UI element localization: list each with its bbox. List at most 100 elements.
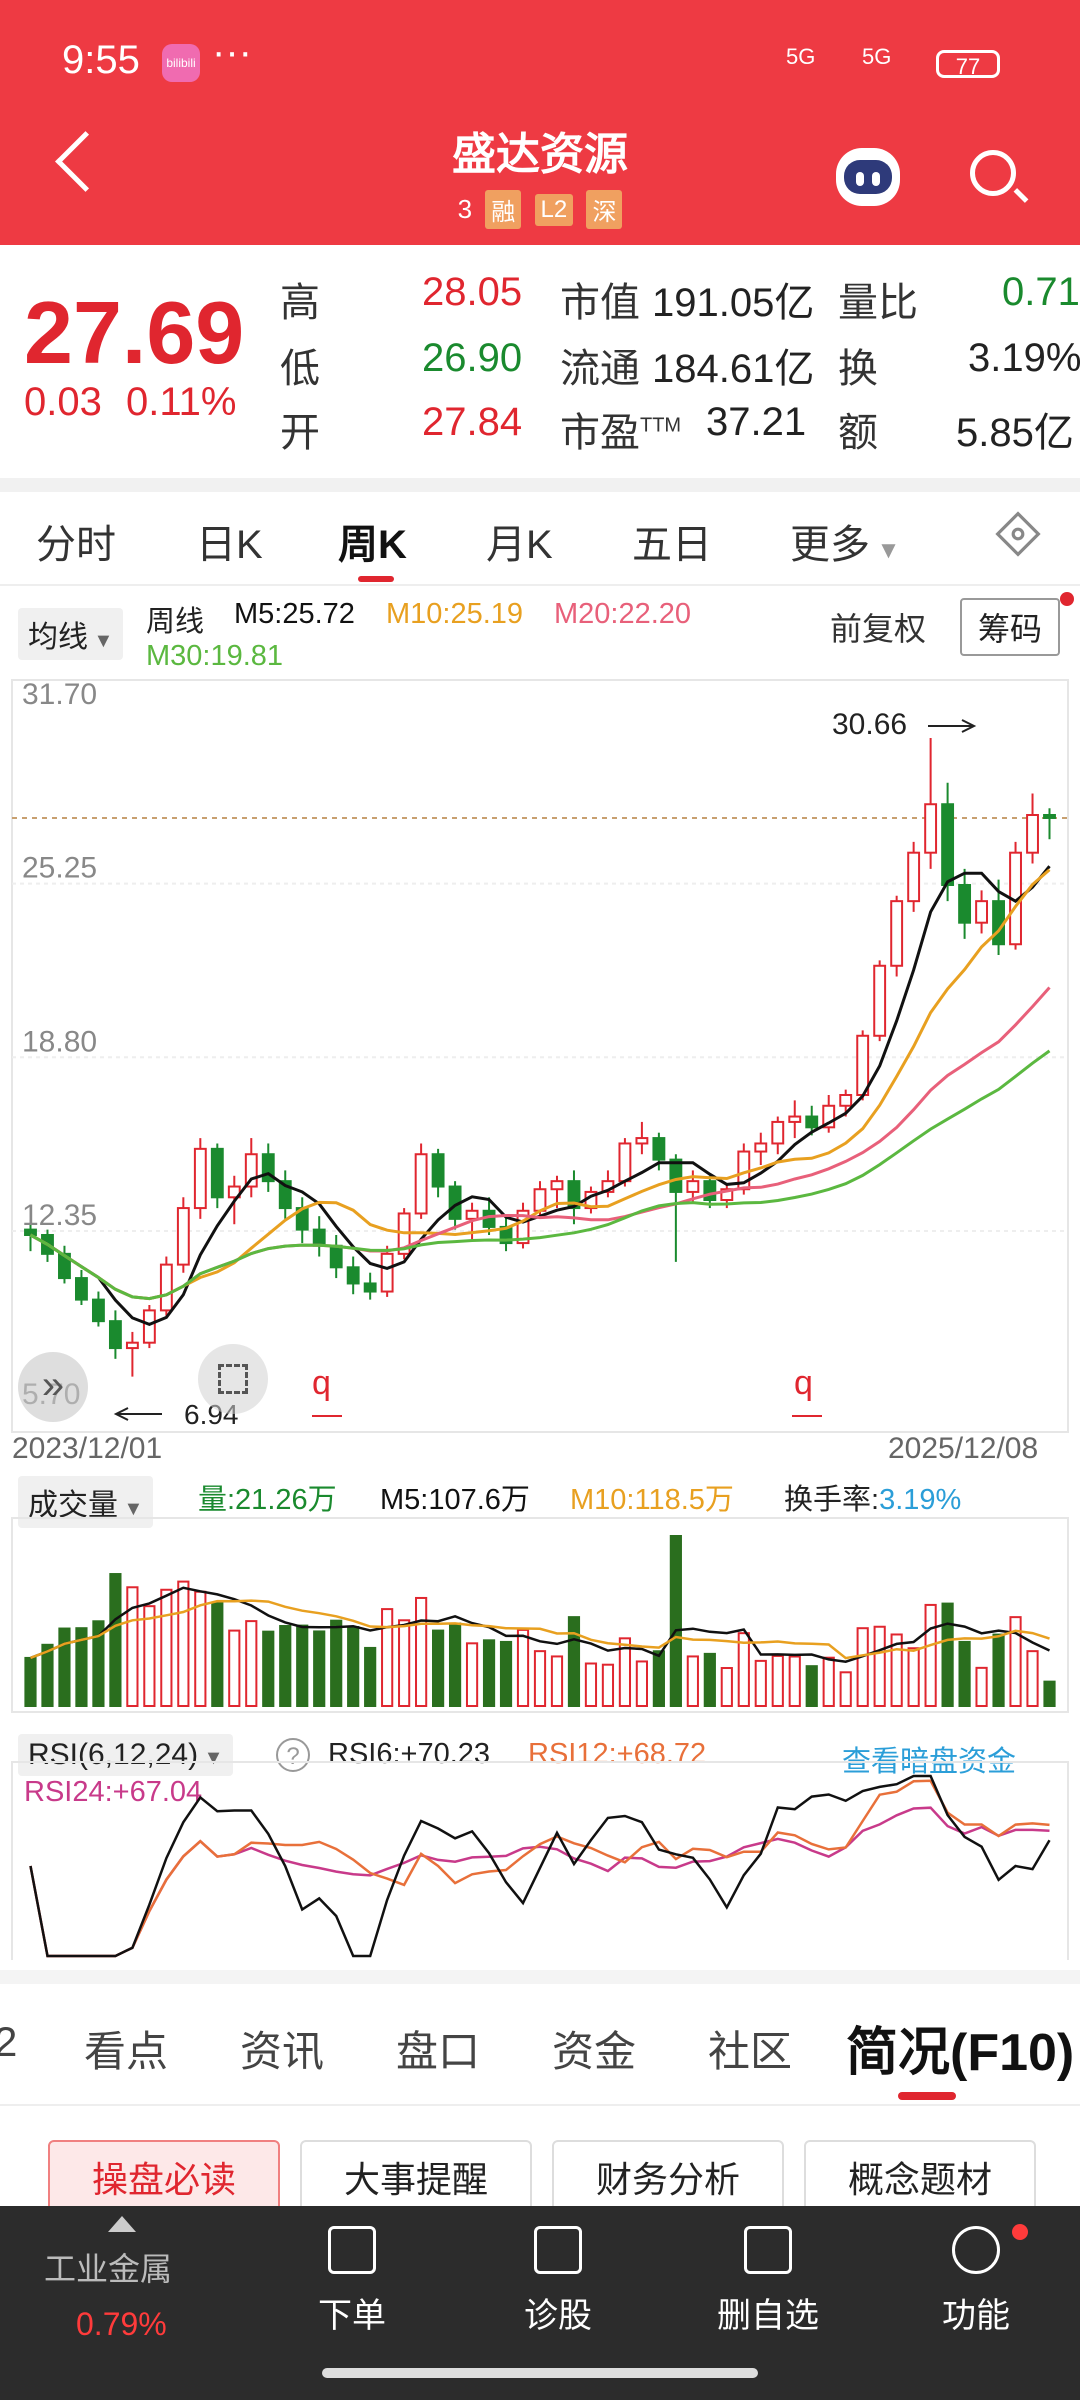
search-icon[interactable] (970, 150, 1016, 196)
volume-bar (567, 1616, 581, 1707)
diagnose-icon[interactable] (534, 2226, 582, 2274)
candle-body (839, 1094, 853, 1107)
candle-body (380, 1252, 394, 1293)
subtab-events[interactable]: 大事提醒 (300, 2140, 532, 2220)
nav-remove-watchlist[interactable]: 删自选 (717, 2297, 819, 2335)
tab-highlights[interactable]: 看点 (84, 2028, 169, 2075)
volume-select-button[interactable]: 成交量 ▼ (18, 1476, 154, 1528)
volume-bar (737, 1632, 750, 1707)
volume-bar (75, 1627, 88, 1707)
ma-select-button[interactable]: 均线 ▼ (18, 608, 124, 660)
tab-monthly-k[interactable]: 月K (486, 523, 553, 567)
open-value: 27.84 (422, 400, 523, 444)
nav-functions[interactable]: 功能 (942, 2297, 1010, 2335)
candle-body (1043, 814, 1056, 819)
date-end: 2025/12/08 (888, 1432, 1039, 1465)
nav-order[interactable]: 下单 (318, 2297, 386, 2335)
volume-bar (364, 1646, 377, 1707)
candle-body (550, 1180, 564, 1191)
rsi12-line (29, 1779, 1050, 1958)
candle-body (108, 1320, 122, 1350)
home-indicator[interactable] (322, 2368, 758, 2378)
notification-dot-2 (1012, 2224, 1028, 2240)
volume-bar (398, 1619, 411, 1707)
y-tick-label: 12.35 (22, 1199, 97, 1232)
candle-body (958, 884, 972, 924)
candle-body (24, 1228, 37, 1236)
rsi-chart[interactable] (0, 1760, 1080, 1960)
rsi6-line (29, 1774, 1051, 1958)
date-start: 2023/12/01 (12, 1432, 163, 1465)
tab-daily-k[interactable]: 日K (196, 523, 263, 567)
candle-body (1026, 814, 1039, 854)
help-icon[interactable]: ? (276, 1738, 310, 1772)
volume-bar (24, 1656, 37, 1707)
active-bottom-tab-indicator (898, 2092, 956, 2100)
low-label: 低 (280, 347, 320, 391)
amount-value: 5.85亿 (956, 411, 1074, 455)
candle-body (431, 1153, 445, 1188)
subtab-financials[interactable]: 财务分析 (552, 2140, 784, 2220)
chips-button[interactable]: 筹码 (960, 598, 1061, 656)
volume-bar (465, 1642, 479, 1707)
menu-icon[interactable] (952, 2226, 1000, 2274)
order-icon[interactable] (328, 2226, 376, 2274)
robot-assistant-icon[interactable] (836, 148, 900, 206)
tab-intraday[interactable]: 分时 (36, 523, 116, 567)
volume-bar (686, 1655, 699, 1707)
remove-watchlist-icon[interactable] (744, 2226, 792, 2274)
nav-diagnose[interactable]: 诊股 (524, 2297, 592, 2335)
tab-weekly-k[interactable]: 周K (338, 523, 407, 567)
fullscreen-icon[interactable] (198, 1344, 268, 1414)
tab-more[interactable]: 更多 ▼ (790, 523, 901, 567)
candle-body (652, 1137, 666, 1161)
volume-bar (262, 1630, 275, 1707)
tag-margin: 融 (485, 190, 522, 229)
signal-icon-2: 5G (862, 44, 892, 69)
battery-icon: 77 (936, 50, 1000, 79)
volume-bar (499, 1640, 513, 1707)
tab-news[interactable]: 资讯 (240, 2028, 325, 2075)
section-divider-2 (0, 1970, 1080, 1984)
volratio-value: 0.71 (1002, 270, 1080, 314)
tab-five-day[interactable]: 五日 (632, 523, 712, 567)
active-tab-indicator (358, 576, 394, 582)
low-value: 26.90 (422, 336, 523, 380)
candle-body (210, 1147, 224, 1199)
volume-chart[interactable] (0, 1516, 1080, 1716)
volume-bar (41, 1643, 54, 1708)
signal-icon: 5G (786, 44, 816, 69)
candle-body (822, 1104, 836, 1129)
volume-bar (669, 1535, 682, 1707)
volume-bar (432, 1629, 445, 1707)
tab-partial[interactable]: 2 (0, 2018, 18, 2065)
tab-f10-profile[interactable]: 简况(F10) (846, 2024, 1075, 2082)
ma10-line (29, 868, 1051, 1301)
candle-body (465, 1209, 479, 1220)
candle-body (329, 1244, 343, 1269)
mktcap-value: 191.05亿 (652, 281, 815, 325)
volume-bar (448, 1622, 462, 1707)
max-label: 30.66 (832, 708, 907, 741)
y-tick-label: 18.80 (22, 1025, 97, 1058)
candle-body (771, 1120, 785, 1145)
pe-label: 市盈TTM (560, 411, 682, 455)
price-change-pct: 0.11% (126, 380, 237, 424)
candle-body (975, 900, 989, 924)
volume-bar (279, 1625, 292, 1707)
amount-label: 额 (838, 411, 878, 455)
tab-funds[interactable]: 资金 (552, 2028, 637, 2075)
expand-sidebar-icon[interactable]: » (18, 1352, 88, 1422)
candle-body (125, 1341, 139, 1350)
volume-bar (1009, 1616, 1022, 1707)
rsi-select-button[interactable]: RSI(6,12,24) ▼ (18, 1734, 234, 1776)
sector-name[interactable]: 工业金属 (44, 2251, 173, 2287)
ma30-value: M30:19.81 (146, 640, 284, 672)
volume-ma10-line (30, 1599, 1050, 1660)
candle-body (244, 1153, 258, 1188)
tab-community[interactable]: 社区 (708, 2028, 793, 2075)
tab-orderbook[interactable]: 盘口 (396, 2028, 481, 2075)
adjust-button[interactable]: 前复权 (830, 611, 927, 647)
settings-icon[interactable] (995, 511, 1041, 557)
